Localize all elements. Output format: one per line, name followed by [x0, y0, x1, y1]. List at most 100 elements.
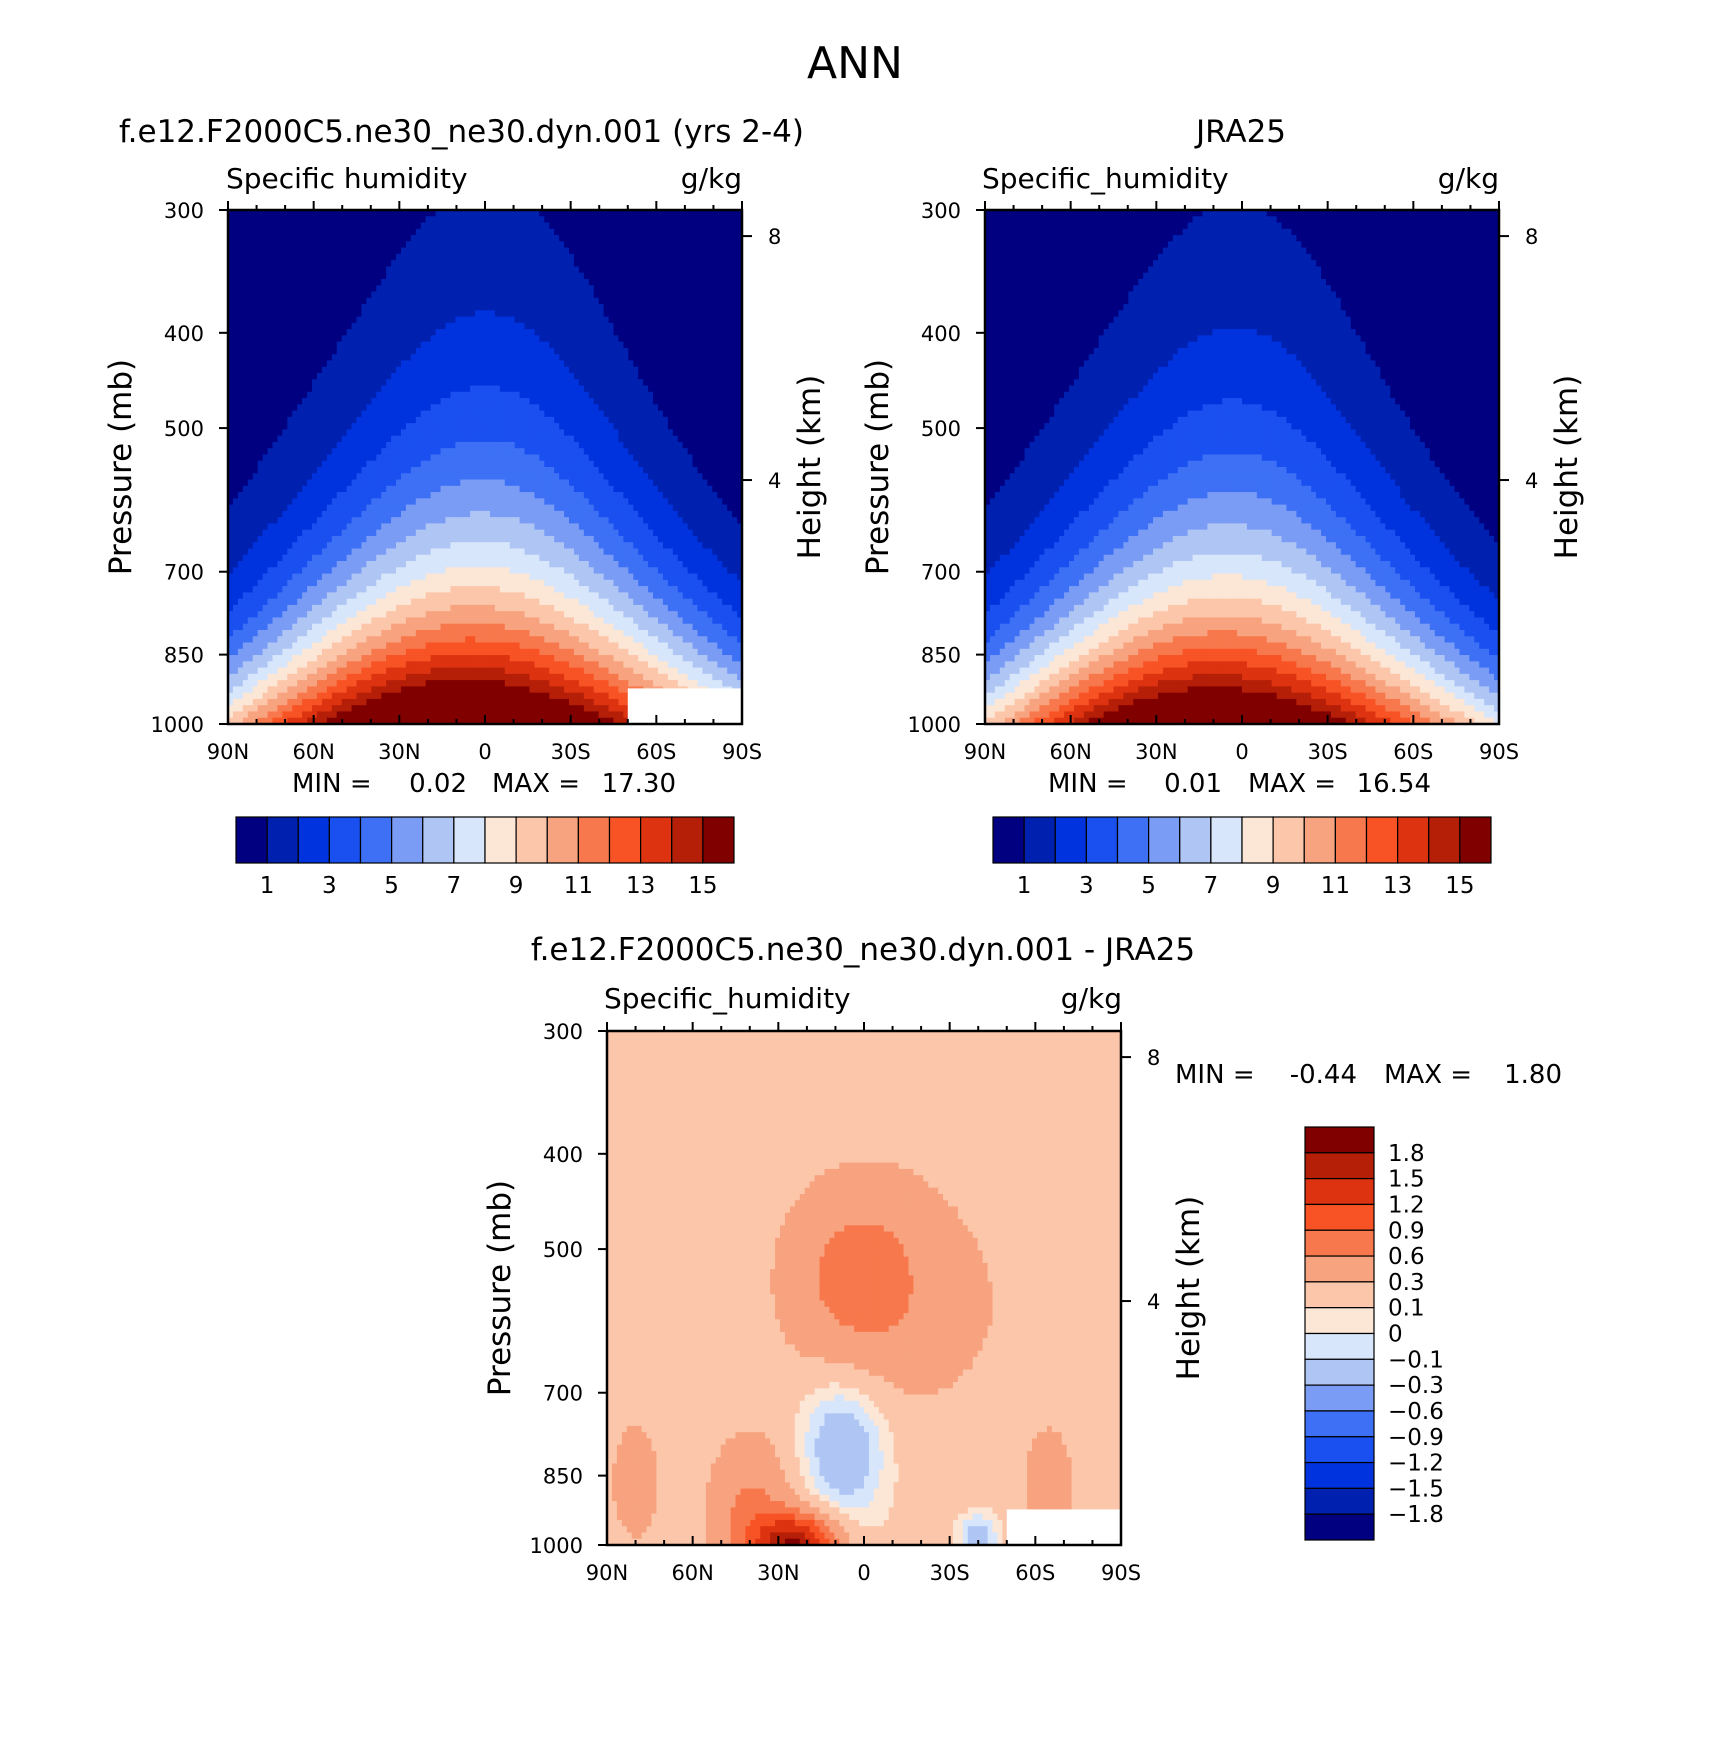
contour-cell — [529, 473, 536, 481]
contour-cell — [643, 460, 649, 468]
contour-cell — [282, 322, 288, 330]
contour-cell — [272, 416, 279, 424]
contour-cell — [420, 341, 427, 349]
contour-cell — [588, 460, 595, 468]
contour-cell — [366, 460, 372, 468]
contour-cell — [371, 285, 377, 293]
contour-cell — [638, 410, 644, 418]
contour-cell — [242, 454, 249, 462]
contour-cell — [297, 329, 303, 336]
contour-cell — [316, 210, 323, 217]
contour-cell — [455, 435, 461, 443]
contour-cell — [573, 416, 580, 424]
contour-cell — [455, 335, 461, 343]
contour-cell — [331, 391, 338, 399]
contour-cell — [415, 354, 422, 362]
contour-cell — [346, 347, 353, 355]
contour-cell — [662, 354, 669, 362]
contour-cell — [519, 316, 526, 324]
contour-cell — [534, 366, 540, 374]
contour-cell — [242, 322, 249, 330]
contour-cell — [312, 492, 318, 499]
contour-cell — [341, 467, 348, 474]
contour-cell — [480, 492, 486, 499]
contour-cell — [257, 435, 264, 443]
contour-cell — [633, 316, 639, 324]
contour-cell — [445, 310, 451, 318]
contour-cell — [356, 498, 363, 506]
contour-cell — [717, 435, 723, 443]
contour-cell — [489, 222, 496, 230]
contour-cell — [549, 304, 555, 311]
contour-cell — [391, 423, 397, 430]
contour-cell — [608, 498, 615, 506]
contour-cell — [282, 241, 288, 249]
contour-cell — [687, 354, 694, 362]
contour-cell — [455, 329, 461, 336]
contour-cell — [578, 473, 585, 481]
contour-cell — [331, 385, 338, 393]
contour-cell — [455, 441, 461, 449]
contour-cell — [727, 297, 733, 305]
contour-cell — [578, 479, 585, 487]
contour-cell — [697, 222, 704, 230]
contour-cell — [376, 372, 382, 380]
contour-cell — [341, 329, 348, 336]
contour-cell — [682, 473, 689, 481]
contour-cell — [282, 467, 288, 474]
contour-cell — [242, 272, 249, 280]
contour-cell — [549, 216, 555, 224]
contour-cell — [489, 291, 496, 299]
contour-cell — [366, 360, 372, 368]
contour-cell — [287, 398, 293, 405]
contour-cell — [569, 322, 575, 330]
contour-cell — [351, 247, 358, 255]
contour-cell — [662, 366, 669, 374]
contour-cell — [282, 435, 288, 443]
contour-cell — [578, 354, 585, 362]
contour-cell — [588, 228, 595, 236]
contour-cell — [712, 235, 718, 242]
contour-cell — [494, 310, 501, 318]
contour-cell — [737, 297, 743, 305]
contour-cell — [435, 354, 442, 362]
contour-cell — [396, 341, 402, 349]
contour-cell — [722, 441, 728, 449]
contour-cell — [425, 416, 432, 424]
contour-cell — [687, 398, 694, 405]
contour-cell — [247, 322, 254, 330]
contour-cell — [257, 492, 264, 499]
contour-cell — [341, 291, 348, 299]
contour-cell — [316, 435, 323, 443]
contour-cell — [470, 410, 476, 418]
contour-cell — [524, 454, 531, 462]
contour-cell — [539, 492, 545, 499]
contour-cell — [529, 222, 536, 230]
contour-cell — [648, 228, 654, 236]
contour-cell — [628, 398, 634, 405]
contour-cell — [336, 322, 343, 330]
contour-cell — [331, 310, 338, 318]
contour-cell — [252, 492, 259, 499]
contour-cell — [593, 253, 600, 261]
contour-cell — [712, 366, 718, 374]
contour-cell — [677, 222, 684, 230]
contour-cell — [672, 297, 679, 305]
contour-cell — [242, 210, 249, 217]
contour-cell — [534, 278, 540, 286]
contour-cell — [499, 216, 506, 224]
contour-cell — [440, 341, 447, 349]
contour-cell — [425, 335, 432, 343]
contour-cell — [262, 372, 269, 380]
contour-cell — [549, 479, 555, 487]
contour-cell — [608, 410, 615, 418]
contour-cell — [425, 354, 432, 362]
contour-cell — [430, 235, 437, 242]
contour-cell — [237, 492, 244, 499]
contour-cell — [450, 235, 456, 242]
contour-cell — [494, 253, 501, 261]
contour-cell — [564, 441, 570, 449]
contour-cell — [312, 228, 318, 236]
contour-cell — [524, 310, 531, 318]
contour-cell — [242, 485, 249, 493]
